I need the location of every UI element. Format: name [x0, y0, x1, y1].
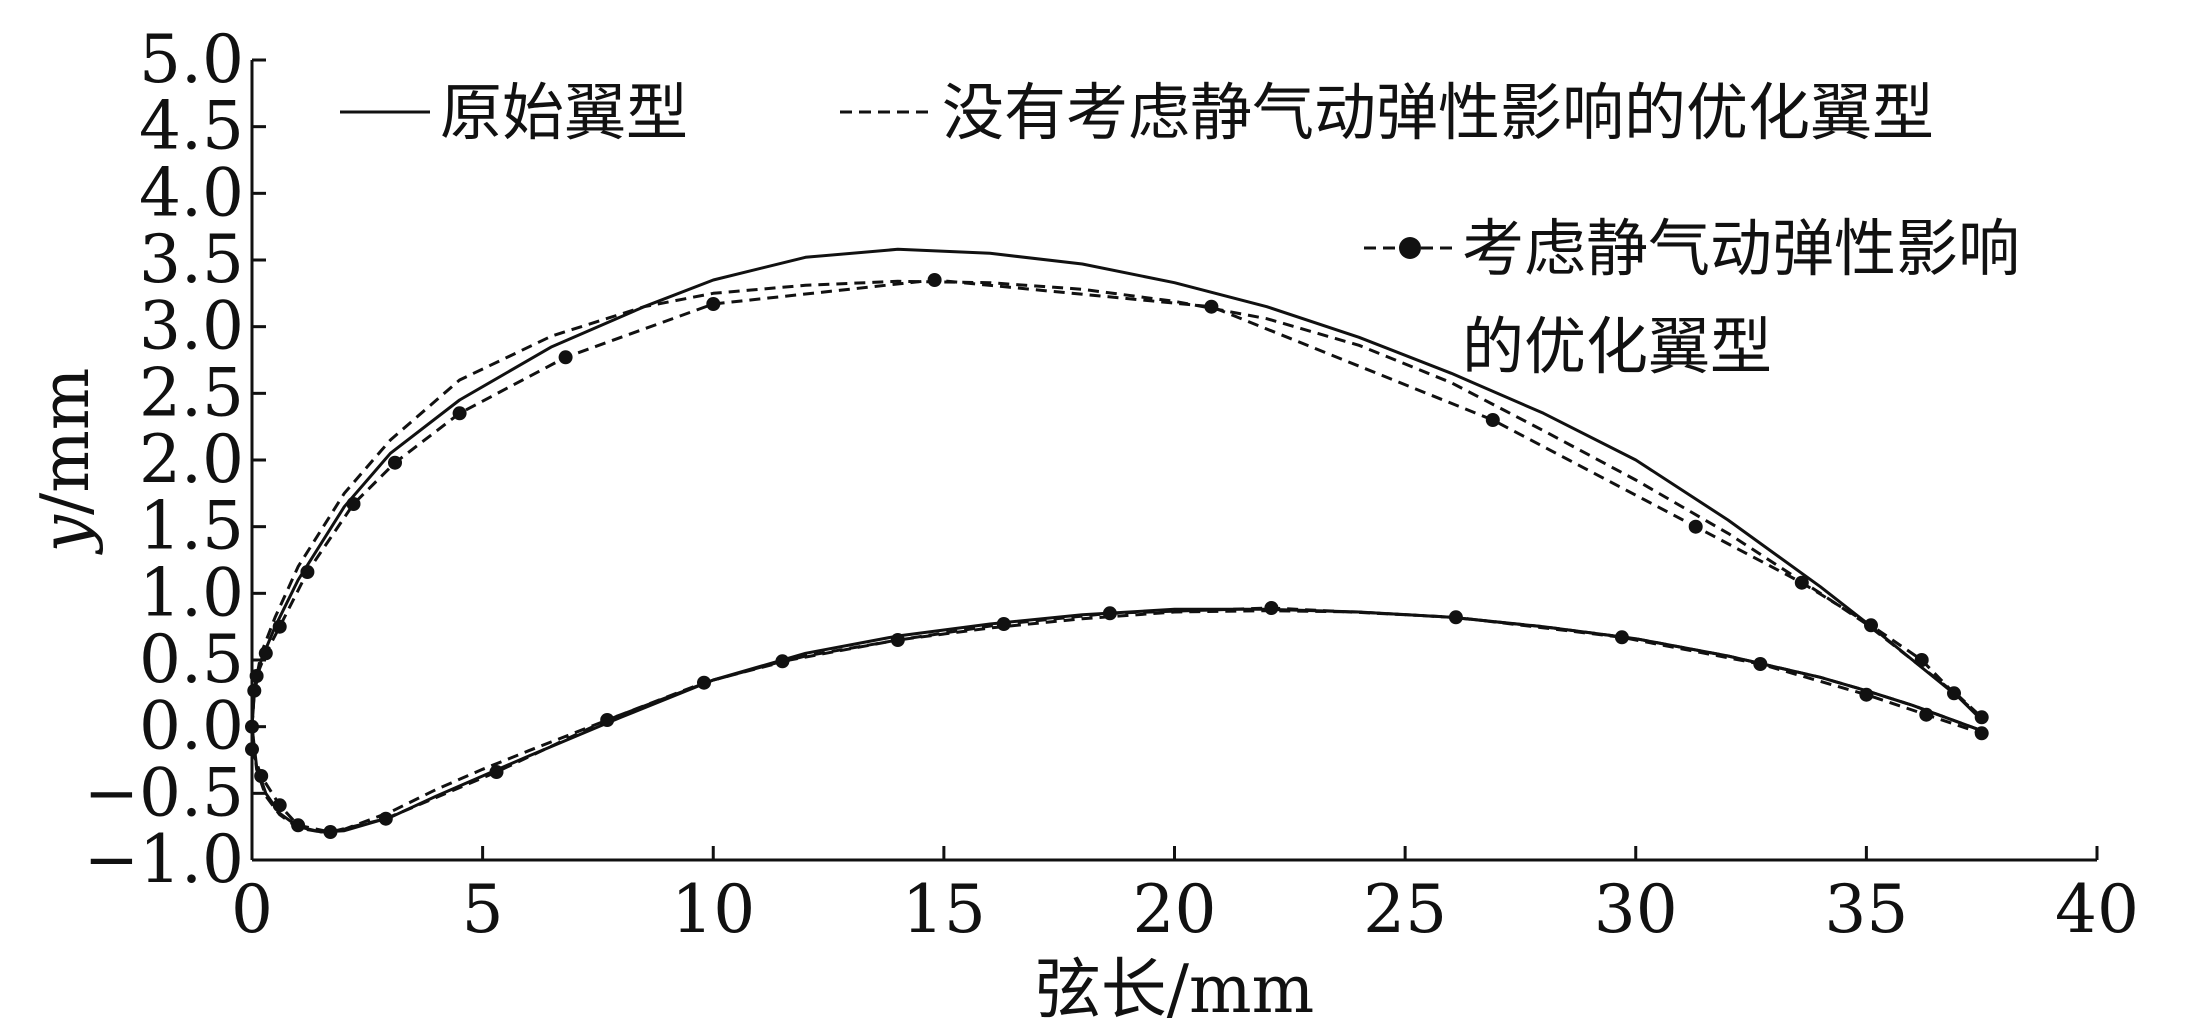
x-ticks: 0 5 10 15 20 25 30 35 40	[231, 846, 2139, 948]
y-tick-label: 4.0	[139, 154, 244, 231]
axes: −1.0−0.50.00.51.01.52.02.53.03.54.04.55.…	[84, 21, 2139, 948]
series-2	[245, 273, 1989, 839]
data-point	[890, 633, 905, 647]
data-point	[254, 769, 269, 783]
legend-label-optimized-aeroelastic-line1: 考虑静气动弹性影响	[1462, 212, 2020, 285]
series-line-lower	[250, 606, 1983, 834]
data-point	[697, 675, 711, 690]
x-tick-label: 0	[231, 871, 273, 948]
data-point	[346, 497, 361, 511]
data-point	[600, 713, 615, 727]
y-tick-label: −0.5	[84, 754, 244, 831]
data-point	[272, 798, 287, 813]
data-point	[1485, 413, 1500, 427]
data-point	[1974, 710, 1989, 725]
x-axis-label: 弦长/mm	[1035, 951, 1314, 1028]
data-point	[388, 455, 402, 470]
legend: 原始翼型 没有考虑静气动弹性影响的优化翼型 考虑静气动弹性影响 的优化翼型	[340, 76, 2020, 383]
legend-label-optimized-aeroelastic-line2: 的优化翼型	[1462, 310, 1772, 383]
y-axis-unit: /mm	[27, 368, 104, 515]
data-point	[378, 811, 393, 826]
legend-marker-optimized-aeroelastic	[1399, 237, 1421, 259]
y-tick-label: 4.5	[139, 88, 244, 165]
series-line-upper	[250, 247, 1983, 727]
data-point	[247, 683, 262, 698]
series-line-lower	[250, 607, 1983, 834]
y-ticks: −1.0−0.50.00.51.01.52.02.53.03.54.04.55.…	[84, 21, 266, 898]
data-point	[1794, 575, 1809, 590]
x-tick-label: 20	[1133, 871, 1217, 948]
series-line-lower	[250, 609, 1983, 834]
data-point	[258, 646, 273, 661]
y-tick-label: 3.0	[139, 288, 244, 365]
x-tick-label: 10	[671, 871, 755, 948]
data-point	[272, 619, 287, 634]
data-point	[1448, 610, 1463, 625]
data-point	[300, 565, 315, 579]
data-point	[1974, 726, 1989, 741]
x-tick-label: 35	[1824, 871, 1908, 948]
data-point	[1864, 618, 1878, 633]
y-tick-label: 2.5	[139, 354, 244, 431]
x-tick-label: 30	[1594, 871, 1678, 948]
y-tick-label: 0.0	[139, 688, 244, 765]
data-point	[1753, 657, 1768, 671]
y-tick-label: 1.0	[139, 554, 244, 631]
data-point	[1264, 601, 1279, 615]
series-line-upper	[250, 279, 1983, 727]
data-point	[927, 273, 942, 287]
data-point	[1688, 519, 1703, 534]
data-point	[452, 406, 467, 421]
data-point	[996, 617, 1011, 631]
data-point	[323, 825, 338, 839]
y-axis-label: y/mm	[27, 368, 104, 556]
data-point	[291, 818, 306, 833]
y-tick-label: 5.0	[139, 21, 244, 98]
data-point	[775, 654, 790, 669]
data-point	[245, 719, 259, 734]
x-tick-label: 15	[902, 871, 986, 948]
data-point	[1914, 653, 1929, 667]
y-tick-label: −1.0	[84, 821, 244, 898]
data-point	[1204, 299, 1219, 314]
x-tick-label: 5	[462, 871, 504, 948]
y-axis-variable: y	[27, 514, 104, 555]
data-point	[1919, 707, 1934, 722]
legend-label-optimized-no-aeroelastic: 没有考虑静气动弹性影响的优化翼型	[942, 76, 1934, 149]
data-point	[1947, 686, 1961, 701]
y-tick-label: 2.0	[139, 421, 244, 498]
data-point	[245, 742, 259, 757]
plot-series	[245, 247, 1989, 839]
y-tick-label: 3.5	[139, 221, 244, 298]
data-point	[1614, 630, 1629, 645]
data-point	[489, 765, 504, 779]
x-tick-label: 40	[2055, 871, 2139, 948]
data-point	[249, 669, 264, 683]
data-point	[1102, 606, 1117, 621]
data-point	[706, 297, 721, 311]
data-point	[1859, 687, 1874, 702]
data-point	[558, 350, 573, 365]
x-tick-label: 25	[1363, 871, 1447, 948]
legend-label-original: 原始翼型	[440, 76, 688, 149]
y-tick-label: 0.5	[139, 621, 244, 698]
y-tick-label: 1.5	[139, 488, 244, 565]
